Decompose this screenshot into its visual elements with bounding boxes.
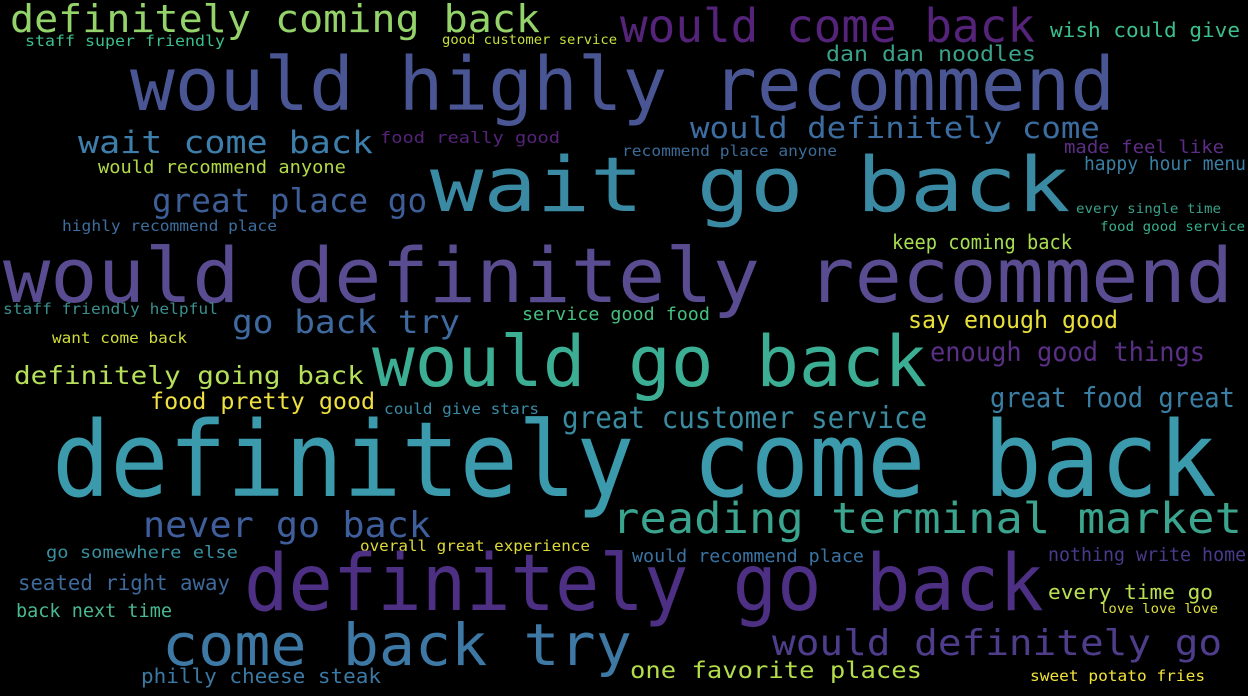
word-cloud-phrase: would recommend place <box>632 546 864 567</box>
word-cloud-phrase: would come back <box>620 0 1036 53</box>
word-cloud-phrase: would recommend anyone <box>98 157 346 178</box>
word-cloud-phrase: back next time <box>16 600 172 622</box>
word-cloud-phrase: would go back <box>372 321 927 403</box>
word-cloud-phrase: definitely come back <box>52 399 1217 521</box>
word-cloud-phrase: food really good <box>380 128 561 147</box>
word-cloud-phrase: sweet potato fries <box>1030 667 1206 685</box>
word-cloud-phrase: love love love <box>1100 602 1219 617</box>
word-cloud-phrase: staff friendly helpful <box>3 300 218 318</box>
word-cloud-phrase: food good service <box>1100 220 1246 235</box>
word-cloud-phrase: great customer service <box>562 401 928 436</box>
word-cloud-phrase: keep coming back <box>892 230 1072 254</box>
word-cloud-phrase: one favorite places <box>630 658 923 684</box>
word-cloud-phrase: could give stars <box>384 400 540 418</box>
word-cloud-phrase: highly recommend place <box>62 217 277 235</box>
word-cloud-phrase: service good food <box>522 304 710 325</box>
word-cloud-phrase: recommend place anyone <box>622 142 837 160</box>
word-cloud-phrase: nothing write home <box>1048 544 1247 566</box>
word-cloud-phrase: would highly recommend <box>130 42 1116 128</box>
word-cloud-phrase: definitely going back <box>14 361 364 390</box>
word-cloud-phrase: food pretty good <box>150 389 376 415</box>
word-cloud-phrase: go back try <box>232 303 461 341</box>
word-cloud-phrase: wish could give <box>1050 18 1241 42</box>
word-cloud-phrase: would definitely go <box>772 623 1223 664</box>
word-cloud-phrase: great food great <box>990 381 1235 414</box>
word-cloud-phrase: happy hour menu <box>1084 153 1246 175</box>
word-cloud-phrase: come back try <box>162 611 632 679</box>
word-cloud-phrase: made feel like <box>1064 137 1225 158</box>
word-cloud-phrase: want come back <box>52 329 188 347</box>
word-cloud-phrase: dan dan noodles <box>826 42 1036 66</box>
word-cloud-phrase: seated right away <box>18 571 230 595</box>
word-cloud-phrase: enough good things <box>930 337 1206 368</box>
word-cloud-phrase: every single time <box>1076 202 1222 217</box>
word-cloud-phrase: never go back <box>143 505 431 546</box>
word-cloud-phrase: overall great experience <box>360 537 590 555</box>
word-cloud-phrase: go somewhere else <box>46 543 238 563</box>
word-cloud-phrase: great place go <box>152 181 428 220</box>
word-cloud-phrase: good customer service <box>442 33 618 48</box>
word-cloud-phrase: reading terminal market <box>612 494 1242 544</box>
word-cloud-phrase: wait go back <box>430 140 1071 229</box>
word-cloud-phrase: would definitely come <box>690 111 1100 145</box>
word-cloud-phrase: wait come back <box>78 125 374 161</box>
word-cloud-phrase: philly cheese steak <box>141 664 381 688</box>
word-cloud-phrase: staff super friendly <box>25 32 225 50</box>
word-cloud-phrase: definitely coming back <box>10 0 541 41</box>
word-cloud-phrase: definitely go back <box>244 539 1044 629</box>
word-cloud-phrase: every time go <box>1048 580 1214 604</box>
word-cloud-phrase: would definitely recommend <box>3 231 1234 320</box>
word-cloud-phrase: say enough good <box>908 306 1119 334</box>
